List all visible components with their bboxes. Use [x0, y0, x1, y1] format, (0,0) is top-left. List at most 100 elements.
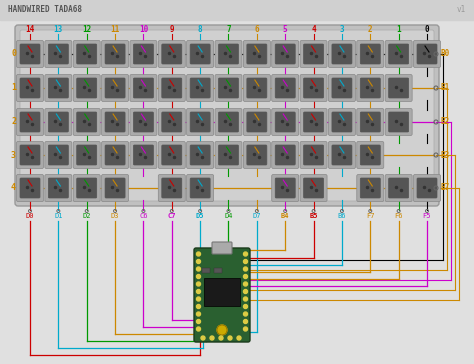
- Text: 2: 2: [368, 25, 373, 34]
- Text: F5: F5: [423, 213, 431, 219]
- FancyBboxPatch shape: [162, 44, 182, 64]
- FancyBboxPatch shape: [303, 44, 324, 64]
- Circle shape: [217, 325, 227, 335]
- FancyBboxPatch shape: [73, 142, 100, 169]
- FancyBboxPatch shape: [219, 145, 238, 165]
- FancyBboxPatch shape: [162, 178, 182, 198]
- FancyBboxPatch shape: [332, 145, 352, 165]
- Circle shape: [244, 320, 247, 324]
- FancyBboxPatch shape: [413, 174, 440, 202]
- FancyBboxPatch shape: [158, 75, 185, 102]
- FancyBboxPatch shape: [187, 142, 214, 169]
- FancyBboxPatch shape: [17, 108, 44, 135]
- Text: F7: F7: [366, 213, 374, 219]
- FancyBboxPatch shape: [219, 44, 238, 64]
- FancyBboxPatch shape: [389, 44, 409, 64]
- FancyBboxPatch shape: [187, 174, 214, 202]
- FancyBboxPatch shape: [17, 142, 44, 169]
- FancyBboxPatch shape: [303, 78, 324, 98]
- FancyBboxPatch shape: [215, 75, 242, 102]
- FancyBboxPatch shape: [272, 75, 299, 102]
- FancyBboxPatch shape: [45, 40, 72, 67]
- FancyBboxPatch shape: [133, 112, 154, 132]
- FancyBboxPatch shape: [101, 174, 128, 202]
- FancyBboxPatch shape: [20, 178, 40, 198]
- Circle shape: [197, 289, 201, 293]
- FancyBboxPatch shape: [360, 145, 380, 165]
- FancyBboxPatch shape: [332, 78, 352, 98]
- FancyBboxPatch shape: [360, 112, 380, 132]
- Text: 3: 3: [11, 150, 16, 159]
- FancyBboxPatch shape: [130, 142, 157, 169]
- Circle shape: [244, 297, 247, 301]
- FancyBboxPatch shape: [194, 248, 250, 342]
- FancyBboxPatch shape: [45, 108, 72, 135]
- FancyBboxPatch shape: [360, 178, 380, 198]
- Text: 4: 4: [11, 183, 16, 193]
- Circle shape: [197, 297, 201, 301]
- FancyBboxPatch shape: [413, 40, 440, 67]
- FancyBboxPatch shape: [303, 112, 324, 132]
- FancyBboxPatch shape: [158, 174, 185, 202]
- FancyBboxPatch shape: [243, 108, 270, 135]
- Text: B4: B4: [281, 213, 290, 219]
- FancyBboxPatch shape: [73, 75, 100, 102]
- Text: 1: 1: [396, 25, 401, 34]
- FancyBboxPatch shape: [243, 142, 270, 169]
- FancyBboxPatch shape: [272, 174, 299, 202]
- FancyBboxPatch shape: [300, 40, 327, 67]
- Text: B5: B5: [310, 213, 318, 219]
- Text: 9: 9: [170, 25, 174, 34]
- Circle shape: [244, 267, 247, 271]
- FancyBboxPatch shape: [215, 108, 242, 135]
- FancyBboxPatch shape: [133, 145, 154, 165]
- Circle shape: [197, 252, 201, 256]
- FancyBboxPatch shape: [247, 112, 267, 132]
- Text: D4: D4: [224, 213, 233, 219]
- Circle shape: [228, 336, 232, 340]
- FancyBboxPatch shape: [187, 40, 214, 67]
- FancyBboxPatch shape: [190, 44, 210, 64]
- FancyBboxPatch shape: [17, 40, 44, 67]
- FancyBboxPatch shape: [45, 75, 72, 102]
- FancyBboxPatch shape: [247, 145, 267, 165]
- Text: B6: B6: [337, 213, 346, 219]
- Text: 12: 12: [82, 25, 91, 34]
- FancyBboxPatch shape: [77, 44, 97, 64]
- FancyBboxPatch shape: [105, 178, 125, 198]
- FancyBboxPatch shape: [389, 112, 409, 132]
- Text: 7: 7: [226, 25, 231, 34]
- FancyBboxPatch shape: [130, 40, 157, 67]
- Text: D2: D2: [82, 213, 91, 219]
- Circle shape: [201, 336, 205, 340]
- Circle shape: [237, 336, 241, 340]
- FancyBboxPatch shape: [389, 78, 409, 98]
- FancyBboxPatch shape: [357, 40, 384, 67]
- Text: C7: C7: [167, 213, 176, 219]
- Text: D5: D5: [196, 213, 204, 219]
- FancyBboxPatch shape: [130, 75, 157, 102]
- Circle shape: [219, 336, 223, 340]
- FancyBboxPatch shape: [215, 142, 242, 169]
- FancyBboxPatch shape: [360, 78, 380, 98]
- FancyBboxPatch shape: [212, 242, 232, 254]
- FancyBboxPatch shape: [101, 75, 128, 102]
- Circle shape: [197, 327, 201, 331]
- Circle shape: [244, 252, 247, 256]
- FancyBboxPatch shape: [187, 75, 214, 102]
- FancyBboxPatch shape: [190, 178, 210, 198]
- FancyBboxPatch shape: [48, 112, 68, 132]
- Text: 4: 4: [311, 25, 316, 34]
- FancyBboxPatch shape: [332, 44, 352, 64]
- Circle shape: [244, 282, 247, 286]
- FancyBboxPatch shape: [101, 108, 128, 135]
- FancyBboxPatch shape: [48, 145, 68, 165]
- FancyBboxPatch shape: [300, 108, 327, 135]
- Text: B7: B7: [441, 183, 450, 193]
- FancyBboxPatch shape: [332, 112, 352, 132]
- FancyBboxPatch shape: [105, 112, 125, 132]
- FancyBboxPatch shape: [417, 44, 437, 64]
- FancyBboxPatch shape: [300, 174, 327, 202]
- FancyBboxPatch shape: [105, 78, 125, 98]
- FancyBboxPatch shape: [385, 174, 412, 202]
